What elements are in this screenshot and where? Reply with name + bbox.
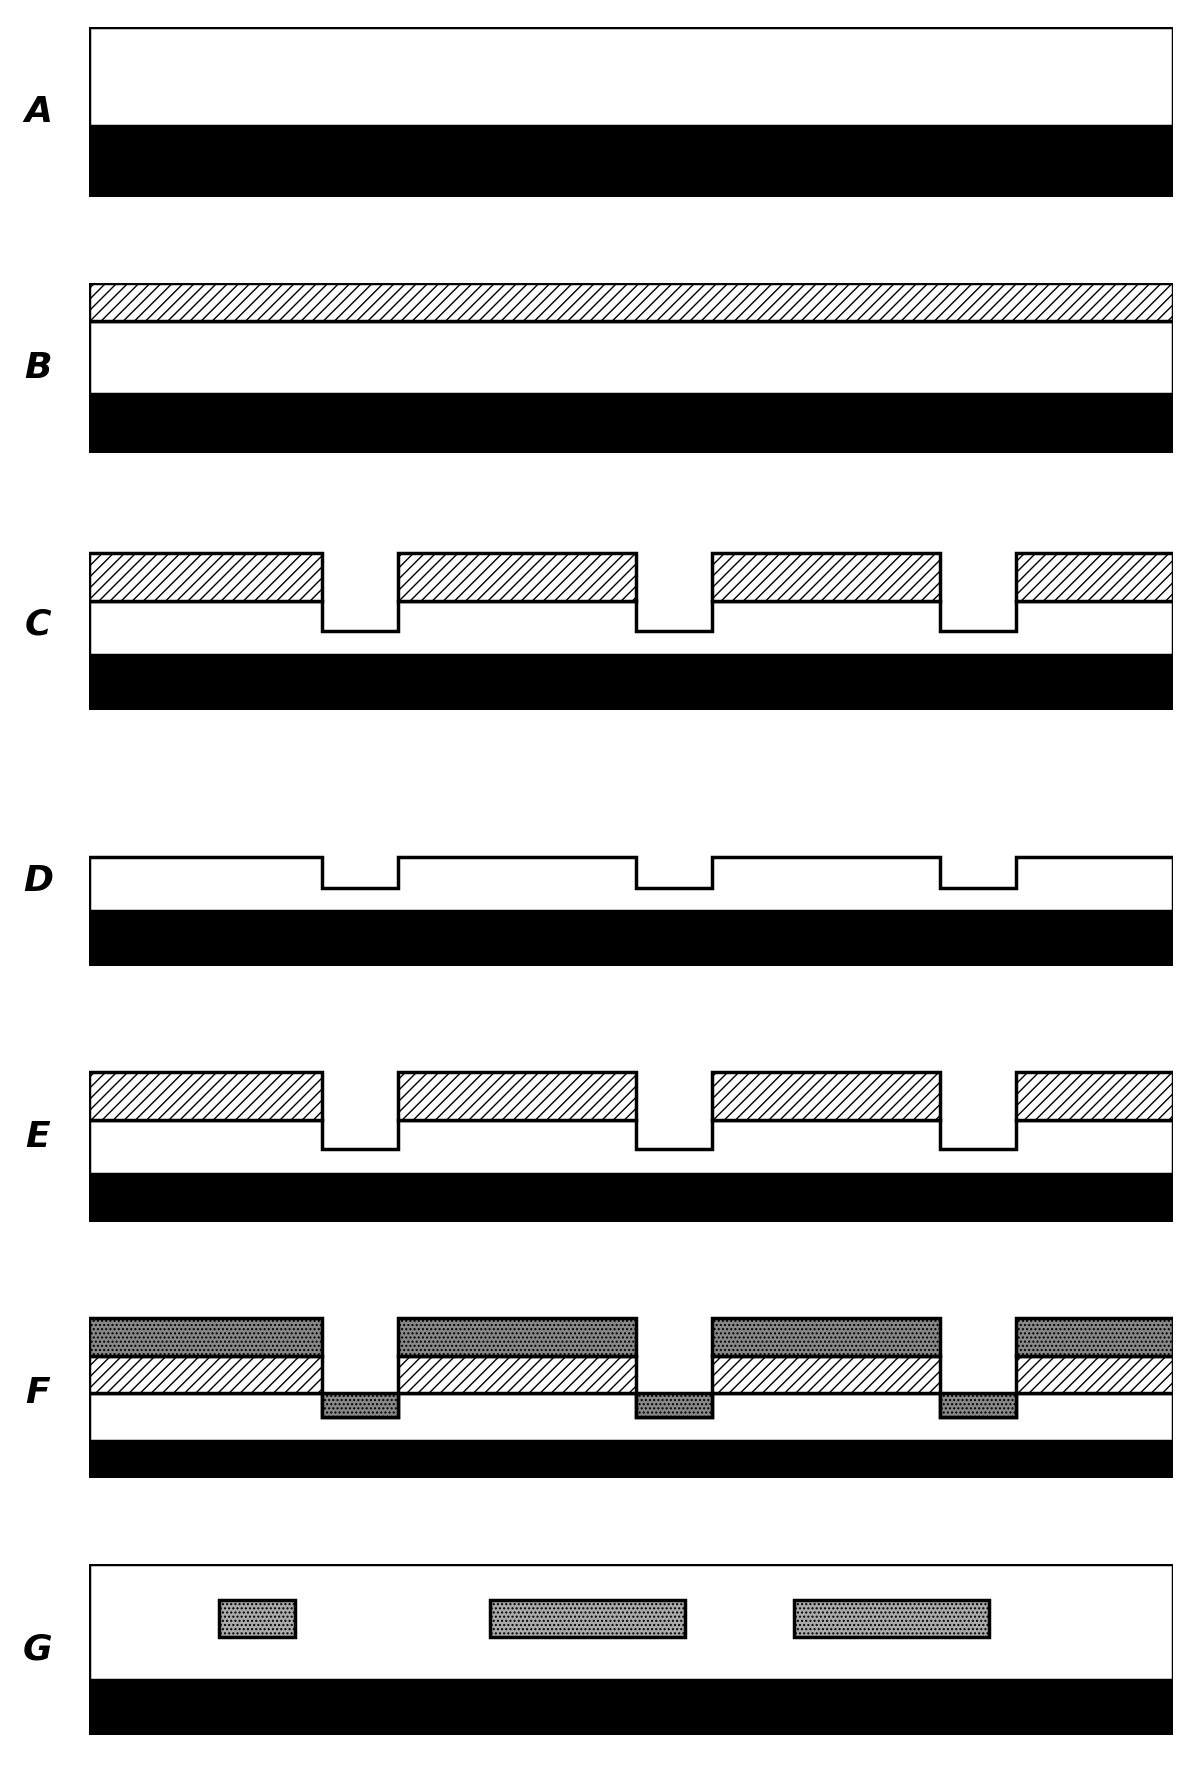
Bar [794,1600,988,1638]
Bar [1016,554,1173,600]
Bar [89,1564,1173,1681]
Bar [398,1357,636,1394]
Bar [1016,1072,1173,1120]
Bar [89,656,1173,710]
Bar [1016,1357,1173,1394]
Text: B: B [24,351,52,385]
Polygon shape [89,857,1173,912]
Bar [89,283,1173,321]
Bar [398,1072,636,1120]
Text: D: D [23,864,53,898]
Bar [636,1394,712,1417]
Bar [89,912,1173,966]
Bar [491,1600,685,1638]
Text: E: E [26,1120,50,1154]
Bar [89,1681,1173,1735]
Bar [712,1319,940,1357]
Text: F: F [26,1376,50,1410]
Bar [89,394,1173,453]
Bar [89,1319,322,1357]
Bar [1016,1319,1173,1357]
Bar [89,1174,1173,1222]
Bar [89,1072,322,1120]
Bar [712,1357,940,1394]
Bar [89,125,1173,197]
Text: A: A [24,95,52,129]
Bar [89,27,1173,125]
Bar [398,1319,636,1357]
Polygon shape [89,1120,1173,1174]
Bar [322,1394,398,1417]
Bar [940,1394,1016,1417]
Text: G: G [24,1633,53,1667]
Text: C: C [25,607,51,642]
Bar [89,554,322,600]
Bar [89,1441,1173,1478]
Bar [712,1072,940,1120]
Bar [89,321,1173,394]
Bar [398,554,636,600]
Polygon shape [89,1394,1173,1441]
Polygon shape [89,600,1173,656]
Bar [89,1357,322,1394]
Bar [219,1600,295,1638]
Bar [712,554,940,600]
